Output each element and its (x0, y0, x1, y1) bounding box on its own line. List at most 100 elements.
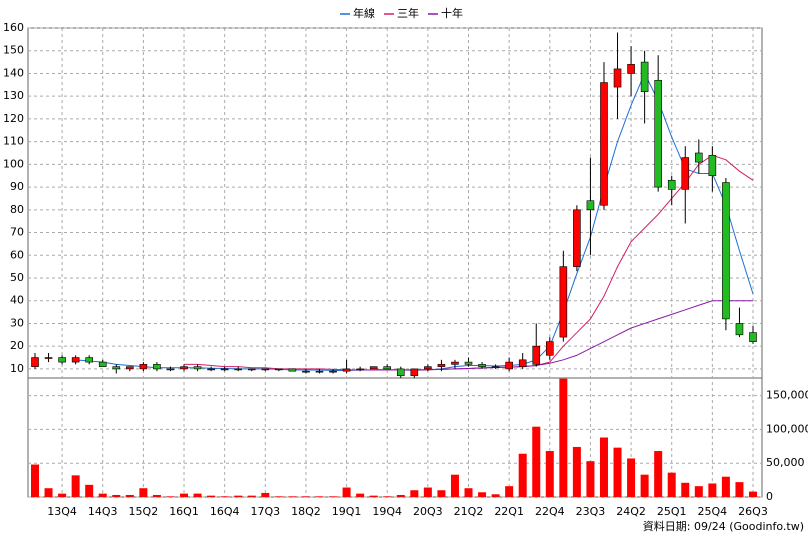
volume-bar (125, 494, 134, 497)
x-tick-label: 22Q1 (494, 505, 524, 518)
x-tick-label: 26Q3 (738, 505, 768, 518)
y-tick-label: 80 (10, 203, 24, 216)
y-tick-label: 20 (10, 339, 24, 352)
x-tick-label: 23Q3 (576, 505, 606, 518)
candle-body (518, 359, 527, 367)
candle-body (31, 357, 39, 367)
candle-body (735, 323, 744, 336)
candle-body (600, 82, 608, 206)
volume-bar (301, 496, 310, 497)
volume-bar (71, 475, 80, 497)
candle-body (261, 368, 270, 371)
volume-bar (288, 496, 297, 497)
candle-body (153, 364, 161, 370)
y-tick-label: 150,000 (766, 389, 808, 402)
candle-body (220, 368, 229, 371)
volume-bar (44, 488, 53, 497)
candle-body (315, 370, 324, 373)
y-tick-label: 160 (3, 21, 24, 34)
volume-bar (694, 486, 703, 497)
candle-body (708, 154, 717, 177)
legend-label: 十年 (441, 6, 463, 20)
candle-body (410, 368, 419, 377)
candle-body (329, 370, 337, 373)
volume-bar (599, 437, 608, 497)
volume-bar (518, 453, 527, 497)
x-tick-label: 25Q1 (657, 505, 687, 518)
x-tick-label: 25Q4 (698, 505, 728, 518)
candle-body (207, 368, 215, 371)
volume-bar (437, 490, 446, 497)
volume-bar (423, 487, 432, 497)
volume-bar (342, 487, 351, 497)
candle-body (681, 157, 690, 190)
candle-body (559, 266, 568, 338)
y-tick-label: 70 (10, 226, 24, 239)
legend-label: 三年 (397, 6, 419, 20)
volume-bar (450, 474, 459, 497)
x-tick-label: 19Q1 (332, 505, 362, 518)
candle-body (302, 370, 310, 373)
volume-bar (261, 492, 270, 497)
candle-body (396, 368, 405, 377)
candle-body (532, 345, 541, 365)
candle-body (180, 366, 188, 370)
y-tick-label: 100,000 (766, 422, 808, 435)
candle-body (44, 357, 53, 359)
volume-bar (735, 482, 744, 497)
x-tick-label: 21Q2 (454, 505, 484, 518)
candle-body (112, 366, 121, 370)
candle-body (193, 366, 202, 370)
y-tick-label: 30 (10, 316, 24, 329)
y-tick-label: 90 (10, 180, 24, 193)
volume-bar (681, 482, 690, 497)
volume-bar (654, 451, 663, 497)
candle-body (342, 368, 351, 372)
volume-bar (640, 474, 649, 497)
volume-bar (152, 494, 161, 497)
y-tick-label: 10 (10, 362, 24, 375)
candle-body (586, 200, 595, 211)
candle-body (139, 364, 148, 370)
legend-label: 年線 (353, 6, 375, 20)
candle-body (85, 357, 93, 363)
candle-body (749, 332, 757, 342)
candle-body (573, 209, 581, 267)
candle-body (654, 79, 662, 188)
volume-bar (234, 495, 243, 497)
y-tick-label: 120 (3, 112, 24, 125)
candle-body (640, 61, 649, 92)
candle-body (126, 366, 134, 370)
candle-body (478, 364, 486, 367)
volume-bar (180, 493, 189, 497)
volume-bar (139, 488, 148, 497)
volume-bar (112, 494, 121, 497)
volume-bar (85, 484, 94, 497)
candle-body (98, 361, 107, 367)
volume-bar (721, 476, 730, 497)
volume-bar (220, 496, 229, 497)
volume-bar (559, 378, 568, 497)
candle-body (545, 341, 554, 356)
y-tick-label: 50 (10, 271, 24, 284)
volume-bar (491, 494, 500, 497)
volume-bar (315, 496, 324, 497)
candle-body (356, 368, 364, 371)
volume-bar (545, 451, 554, 497)
candle-body (71, 357, 80, 363)
plot-frame (27, 27, 763, 498)
volume-bar (464, 488, 473, 497)
candle-body (247, 368, 256, 371)
candle-body (288, 368, 297, 372)
candle-body (275, 368, 283, 371)
candle-body (464, 361, 473, 365)
volume-bar (532, 426, 541, 497)
y-tick-label: 100 (3, 157, 24, 170)
candle-body (58, 357, 66, 363)
ma-line (75, 72, 754, 371)
candle-body (383, 366, 392, 370)
volume-bar (356, 493, 365, 497)
volume-bar (369, 495, 378, 497)
volume-bar (207, 495, 216, 497)
volume-bar (193, 493, 202, 497)
